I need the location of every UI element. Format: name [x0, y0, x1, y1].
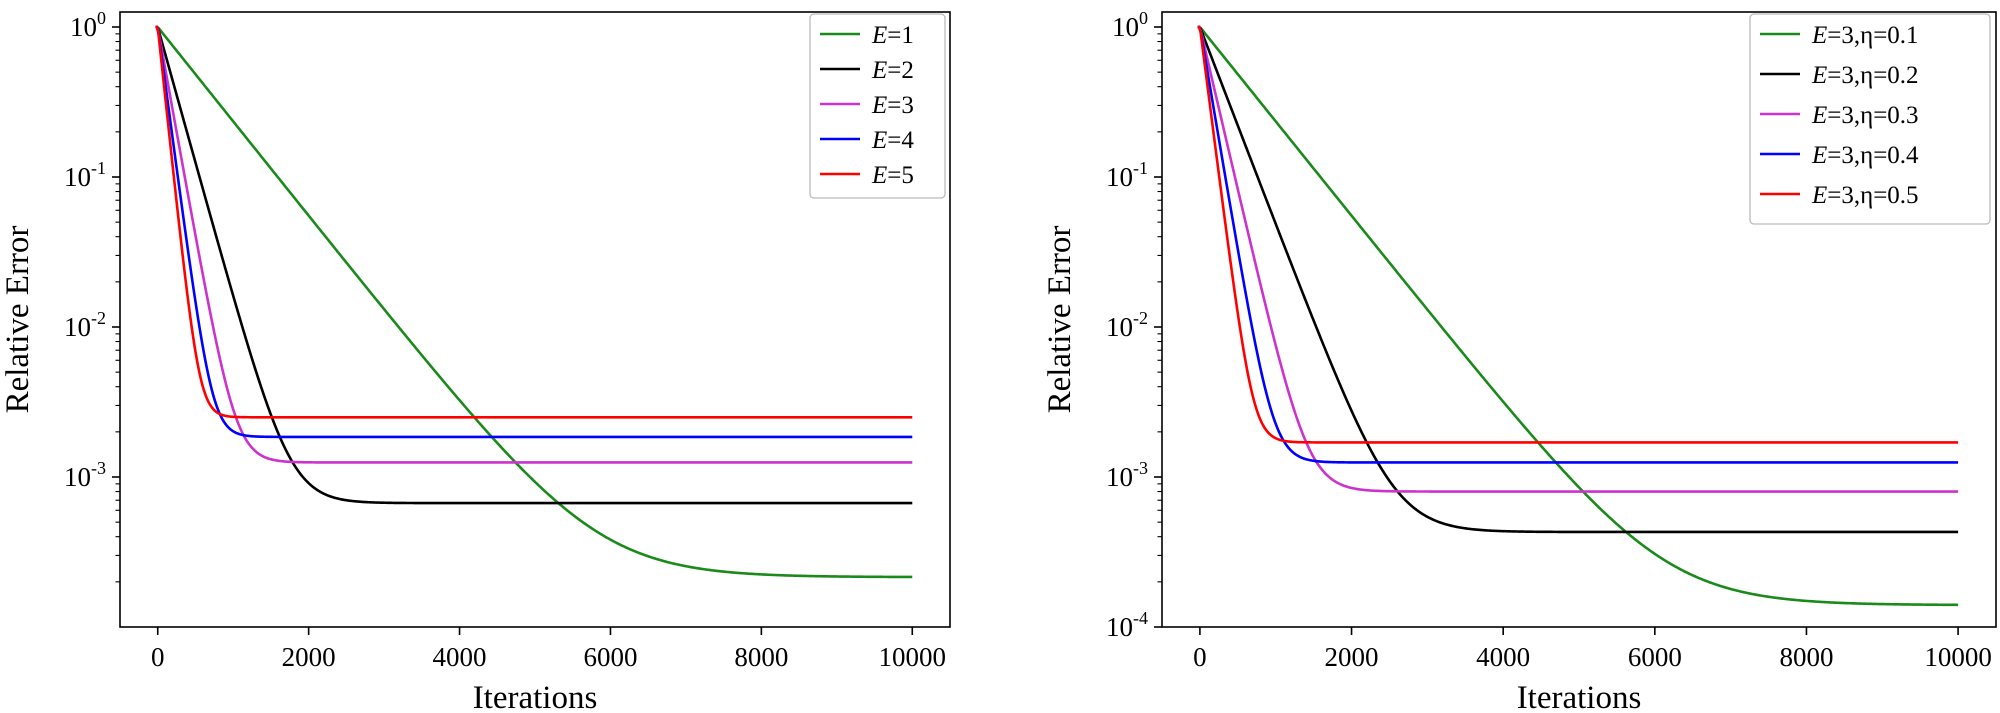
- x-tick-label: 2000: [282, 642, 336, 672]
- y-tick-label: 10-3: [64, 458, 106, 492]
- legend-label: E=3,η=0.3: [1811, 102, 1919, 129]
- series-line-E=1: [155, 25, 913, 579]
- x-tick-label: 6000: [583, 642, 637, 672]
- chart-panel-1: 0 2000 4000 6000 8000 10000 100 10-1 10-2 10-3 Ite…: [0, 8, 951, 713]
- series-line-E=3,η=0.2: [1197, 25, 1959, 534]
- y-tick-label: 100: [70, 8, 106, 42]
- x-tick-label: 10000: [879, 642, 947, 672]
- y-tick-label: 100: [1112, 8, 1148, 42]
- series-line-E=5: [155, 25, 913, 419]
- x-tick-label: 6000: [1628, 642, 1682, 672]
- series-line-E=3: [155, 25, 913, 464]
- series-line-E=3,η=0.4: [1197, 25, 1959, 464]
- y-tick-label: 10-2: [64, 308, 106, 342]
- x-axis-label: Iterations: [473, 680, 598, 713]
- x-tick-label: 10000: [1924, 642, 1992, 672]
- x-tick-label: 4000: [433, 642, 487, 672]
- legend-label: E=4: [871, 127, 914, 154]
- legend-label: E=3,η=0.2: [1811, 62, 1919, 89]
- series-line-E=3,η=0.5: [1197, 25, 1959, 444]
- legend-label: E=5: [871, 162, 914, 189]
- legend-box: [1749, 13, 1991, 225]
- legend-label: E=1: [871, 22, 914, 49]
- y-tick-label: 10-2: [1106, 308, 1148, 342]
- y-axis-label: Relative Error: [1042, 226, 1078, 414]
- legend: E=1 E=2 E=3 E=4 E=5: [809, 13, 946, 199]
- series-line-E=3,η=0.1: [1197, 25, 1959, 607]
- x-tick-label: 8000: [734, 642, 788, 672]
- y-tick-label: 10-3: [1106, 458, 1148, 492]
- series-line-E=2: [155, 25, 913, 505]
- x-tick-label: 4000: [1476, 642, 1530, 672]
- y-tick-label: 10-1: [64, 158, 106, 192]
- legend-box: [809, 13, 946, 199]
- legend-label: E=3: [871, 92, 914, 119]
- y-axis-label: Relative Error: [0, 226, 36, 414]
- legend-label: E=3,η=0.4: [1811, 142, 1919, 169]
- legend-label: E=3,η=0.5: [1811, 182, 1919, 209]
- x-tick-label: 0: [151, 642, 165, 672]
- x-tick-label: 8000: [1779, 642, 1833, 672]
- x-axis-label: Iterations: [1517, 680, 1642, 713]
- chart-panel-2: 0 2000 4000 6000 8000 10000 100 10-1 10-2 10-3 10-…: [1042, 8, 1997, 713]
- plot-frame: [1161, 11, 1997, 628]
- legend: E=3,η=0.1 E=3,η=0.2 E=3,η=0.3 E=3,η=0.4 E=3,…: [1749, 13, 1991, 225]
- plot-frame: [119, 11, 951, 628]
- x-tick-label: 2000: [1325, 642, 1379, 672]
- y-tick-label: 10-4: [1106, 608, 1148, 642]
- y-tick-label: 10-1: [1106, 158, 1148, 192]
- x-tick-label: 0: [1193, 642, 1207, 672]
- legend-label: E=3,η=0.1: [1811, 22, 1919, 49]
- series-line-E=4: [155, 25, 913, 439]
- legend-label: E=2: [871, 57, 914, 84]
- series-line-E=3,η=0.3: [1197, 25, 1959, 493]
